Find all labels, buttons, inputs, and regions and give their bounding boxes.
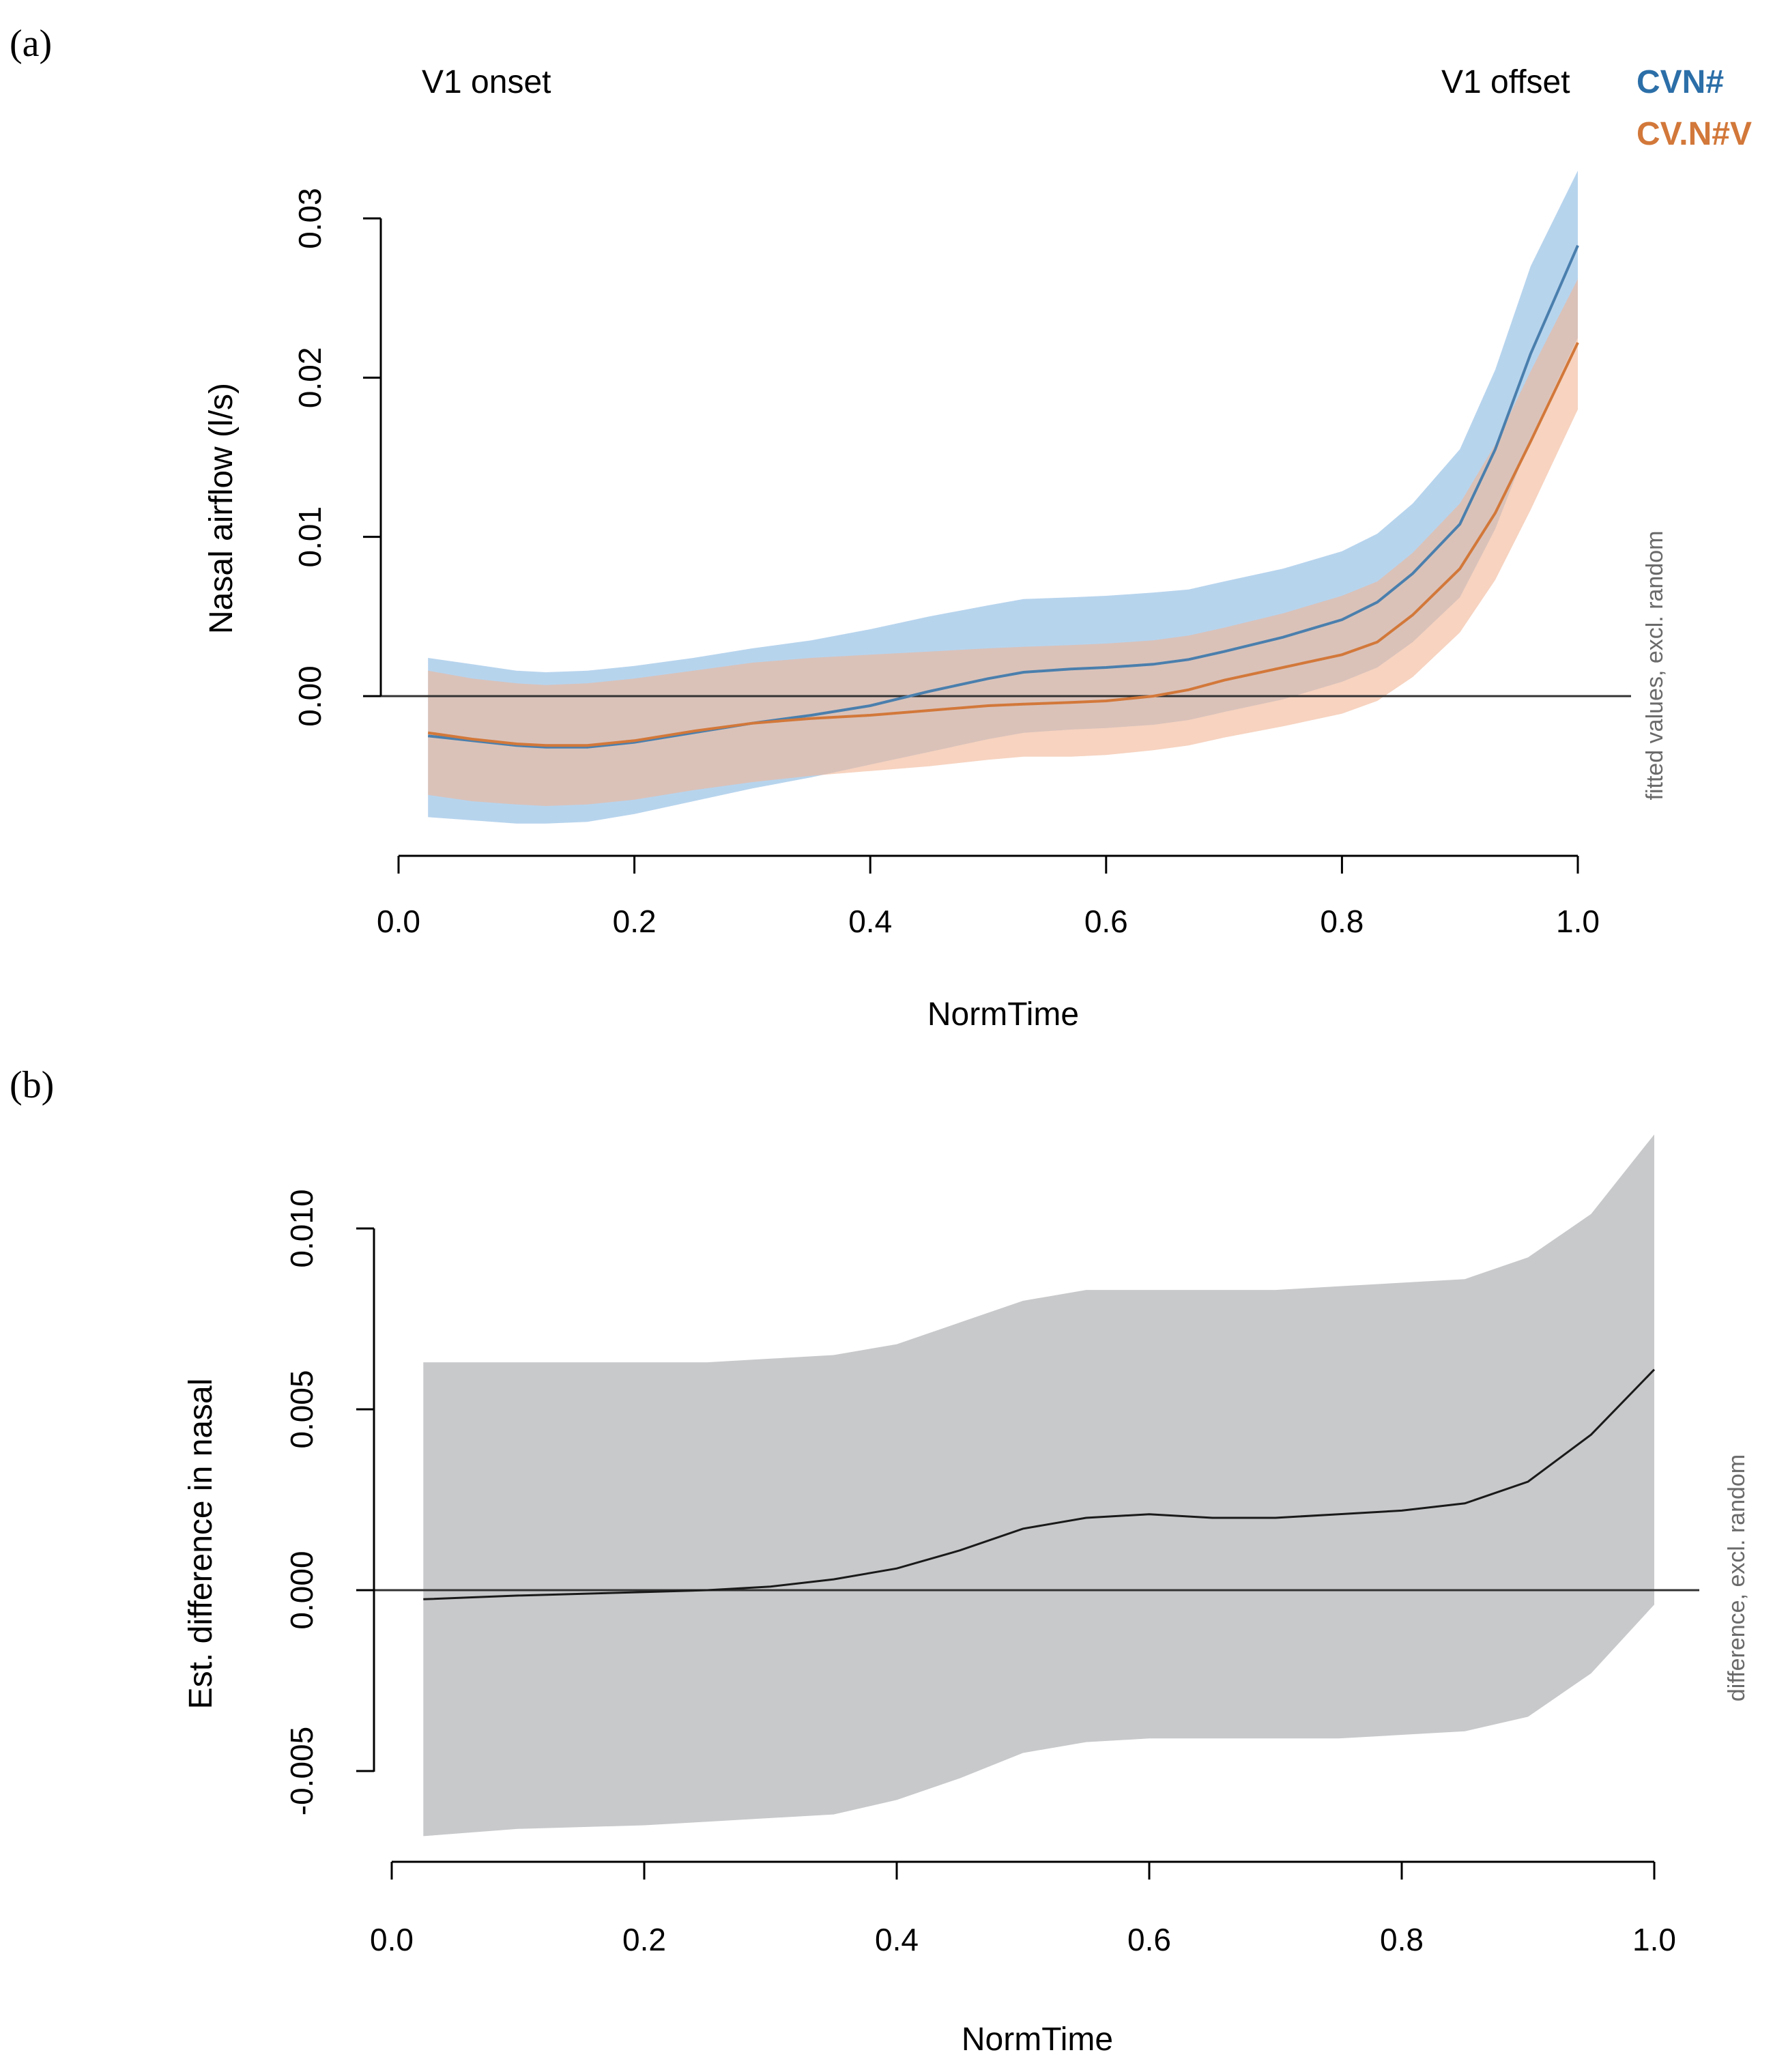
panel-b-y-tick-label: 0.000 [284,1551,319,1629]
panel-b-x-axis: 0.0 0.2 0.4 0.6 0.8 1.0 [370,1860,1676,1957]
band-cv-n-v [428,278,1579,806]
panel-a-x-tick-label: 0.6 [1084,904,1128,939]
band-difference [423,1134,1654,1837]
line-cvn [427,244,1579,749]
panel-b-y-tick-label: 0.010 [284,1189,319,1267]
annotation-v1-onset: V1 onset [422,64,551,100]
panel-a-side-note: fitted values, excl. random [1642,531,1668,801]
panel-b-x-tick-label: 0.8 [1380,1922,1424,1957]
legend-entry-cvn: CVN# [1637,64,1724,100]
panel-a-x-tick-label: 0.8 [1320,904,1364,939]
panel-a-y-tick-label: 0.00 [292,665,328,727]
panel-a-bands [428,171,1579,824]
panel-b-y-axis: -0.005 0.000 0.005 0.010 [284,1189,375,1815]
panel-a-y-label: Nasal airflow (l/s) [203,383,240,634]
panel-b-side-note: difference, excl. random [1724,1454,1750,1701]
panel-a-x-tick-label: 0.0 [377,904,420,939]
panel-b-x-tick-label: 1.0 [1632,1922,1676,1957]
panel-b-x-tick-label: 0.0 [370,1922,414,1957]
panel-b-x-label: NormTime [962,2021,1113,2058]
panel-a-x-tick-label: 0.2 [613,904,657,939]
panel-a-x-tick-label: 1.0 [1556,904,1600,939]
panel-a-lines [427,244,1579,749]
panel-b-x-tick-label: 0.6 [1127,1922,1171,1957]
panel-a-x-tick-label: 0.4 [848,904,892,939]
panel-a-y-tick-label: 0.01 [292,506,328,568]
panel-a-y-tick-label: 0.02 [292,347,328,409]
line-cv-n-v [427,342,1579,747]
annotation-v1-offset: V1 offset [1441,64,1570,100]
panel-b-y-label: Est. difference in nasal [183,1379,219,1710]
panel-a-label: (a) [10,23,52,65]
panel-a-x-label: NormTime [927,996,1079,1033]
legend-entry-cvn-v: CV.N#V [1637,116,1752,152]
panel-b-label: (b) [10,1064,54,1106]
panel-b-y-tick-label: -0.005 [284,1727,319,1815]
panel-a-x-axis: 0.0 0.2 0.4 0.6 0.8 1.0 [377,854,1600,939]
panel-a-y-tick-label: 0.03 [292,188,328,249]
panel-b-x-tick-label: 0.2 [622,1922,666,1957]
line-difference [423,1368,1656,1600]
panel-a: (a) V1 onset V1 offset CVN# CV.N#V 0.000… [10,23,1752,1033]
panel-b-x-tick-label: 0.4 [875,1922,919,1957]
panel-a-y-axis: 0.00 0.01 0.02 0.03 [292,188,382,727]
panel-b-y-tick-label: 0.005 [284,1370,319,1448]
